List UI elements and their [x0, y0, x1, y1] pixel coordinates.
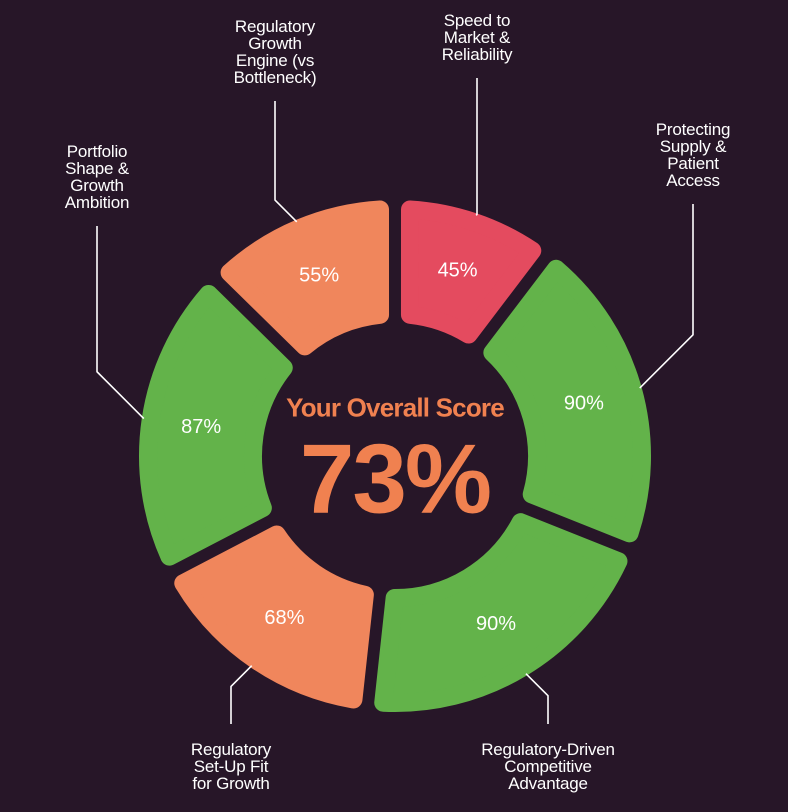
- donut-segment-portfolio-shape-growth-ambition: [139, 284, 293, 566]
- segment-label-protecting-supply-patient-access: Protecting Supply & Patient Access: [655, 120, 731, 190]
- leader-line-speed-to-market-reliability: [475, 78, 478, 216]
- leader-line-regulatory-driven-competitive-advantage: [525, 673, 549, 724]
- segment-value-regulatory-driven-competitive-advantage: 90%: [476, 613, 516, 635]
- donut-segment-speed-to-market-reliability: [400, 200, 542, 344]
- donut-segment-protecting-supply-patient-access: [483, 259, 651, 543]
- leader-line-regulatory-set-up-fit-for-growth: [230, 665, 253, 724]
- segment-value-protecting-supply-patient-access: 90%: [564, 393, 604, 415]
- segment-label-regulatory-driven-competitive-advantage: Regulatory-Driven Competitive Advantage: [481, 740, 615, 793]
- leader-line-regulatory-growth-engine-vs-bottleneck: [274, 101, 298, 223]
- donut-segment-regulatory-driven-competitive-advantage: [374, 513, 628, 712]
- segment-value-regulatory-set-up-fit-for-growth: 68%: [264, 607, 304, 629]
- donut-segment-regulatory-set-up-fit-for-growth: [174, 525, 374, 709]
- segment-value-speed-to-market-reliability: 45%: [438, 259, 478, 281]
- segment-label-regulatory-growth-engine-vs-bottleneck: Regulatory Growth Engine (vs Bottleneck): [233, 17, 317, 87]
- donut-segment-regulatory-growth-engine-vs-bottleneck: [220, 200, 390, 356]
- segment-value-portfolio-shape-growth-ambition: 87%: [181, 416, 221, 438]
- leader-line-protecting-supply-patient-access: [639, 204, 694, 389]
- segment-label-portfolio-shape-growth-ambition: Portfolio Shape & Growth Ambition: [64, 142, 130, 212]
- segment-label-regulatory-set-up-fit-for-growth: Regulatory Set-Up Fit for Growth: [190, 740, 272, 793]
- segment-label-speed-to-market-reliability: Speed to Market & Reliability: [441, 11, 513, 64]
- segment-value-regulatory-growth-engine-vs-bottleneck: 55%: [299, 264, 339, 286]
- leader-line-portfolio-shape-growth-ambition: [96, 226, 145, 420]
- overall-score-title: Your Overall Score: [286, 392, 505, 423]
- overall-score-value: 73%: [299, 423, 492, 534]
